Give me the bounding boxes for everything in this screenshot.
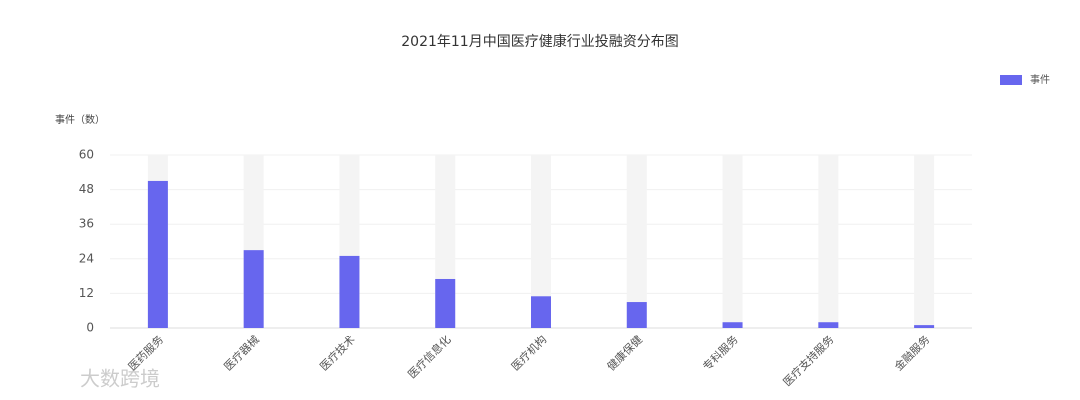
chart-title: 2021年11月中国医疗健康行业投融资分布图	[401, 33, 678, 50]
y-tick-label: 12	[79, 286, 94, 300]
bar	[243, 250, 264, 328]
y-tick-label: 0	[86, 321, 94, 335]
bar	[339, 255, 360, 328]
bar	[722, 322, 743, 328]
y-tick-label: 24	[79, 251, 94, 265]
legend-swatch	[1000, 75, 1022, 85]
bar	[435, 278, 456, 328]
bar-background	[626, 155, 647, 328]
y-tick-label: 36	[79, 217, 94, 231]
bar	[626, 302, 647, 328]
bar	[818, 322, 839, 328]
y-axis-label: 事件（数）	[55, 113, 105, 126]
bar-background	[531, 155, 551, 328]
watermark: 大数跨境	[80, 367, 160, 391]
bar-background	[818, 155, 839, 328]
bar	[914, 325, 935, 328]
bar	[147, 180, 168, 328]
bar-background	[722, 155, 743, 328]
legend-label: 事件	[1030, 73, 1050, 86]
y-tick-label: 60	[79, 148, 94, 162]
bar-background	[914, 155, 935, 328]
y-tick-label: 48	[79, 182, 94, 196]
bar	[531, 296, 551, 328]
